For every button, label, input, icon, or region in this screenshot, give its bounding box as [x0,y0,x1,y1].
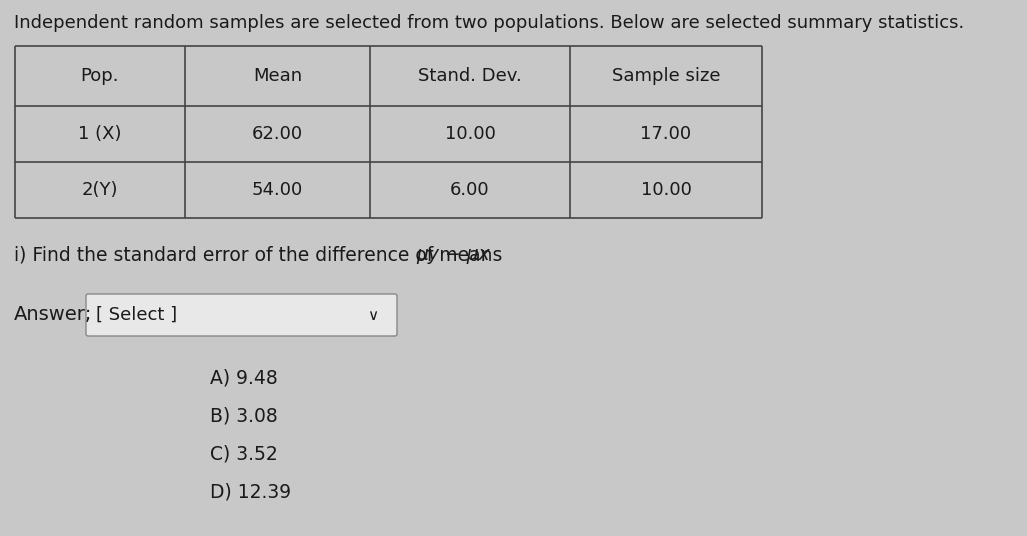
Text: 62.00: 62.00 [252,125,303,143]
Text: 10.00: 10.00 [641,181,691,199]
Text: B) 3.08: B) 3.08 [210,406,277,426]
Text: Pop.: Pop. [81,67,119,85]
Text: ∨: ∨ [368,308,379,323]
Text: Stand. Dev.: Stand. Dev. [418,67,522,85]
Text: 54.00: 54.00 [252,181,303,199]
Text: C) 3.52: C) 3.52 [210,444,277,464]
Text: i) Find the standard error of the difference of means: i) Find the standard error of the differ… [14,245,508,264]
FancyBboxPatch shape [86,294,397,336]
Text: 17.00: 17.00 [641,125,691,143]
Text: 10.00: 10.00 [445,125,495,143]
Text: Independent random samples are selected from two populations. Below are selected: Independent random samples are selected … [14,14,964,32]
Text: [ Select ]: [ Select ] [96,306,177,324]
Text: 2(Y): 2(Y) [82,181,118,199]
Text: Answer;: Answer; [14,306,92,324]
Text: Mean: Mean [253,67,302,85]
Text: μy − μx: μy − μx [416,245,490,264]
Text: D) 12.39: D) 12.39 [210,482,291,502]
Text: Sample size: Sample size [612,67,720,85]
Text: 1 (X): 1 (X) [78,125,122,143]
Text: A) 9.48: A) 9.48 [210,369,277,388]
Text: 6.00: 6.00 [450,181,490,199]
